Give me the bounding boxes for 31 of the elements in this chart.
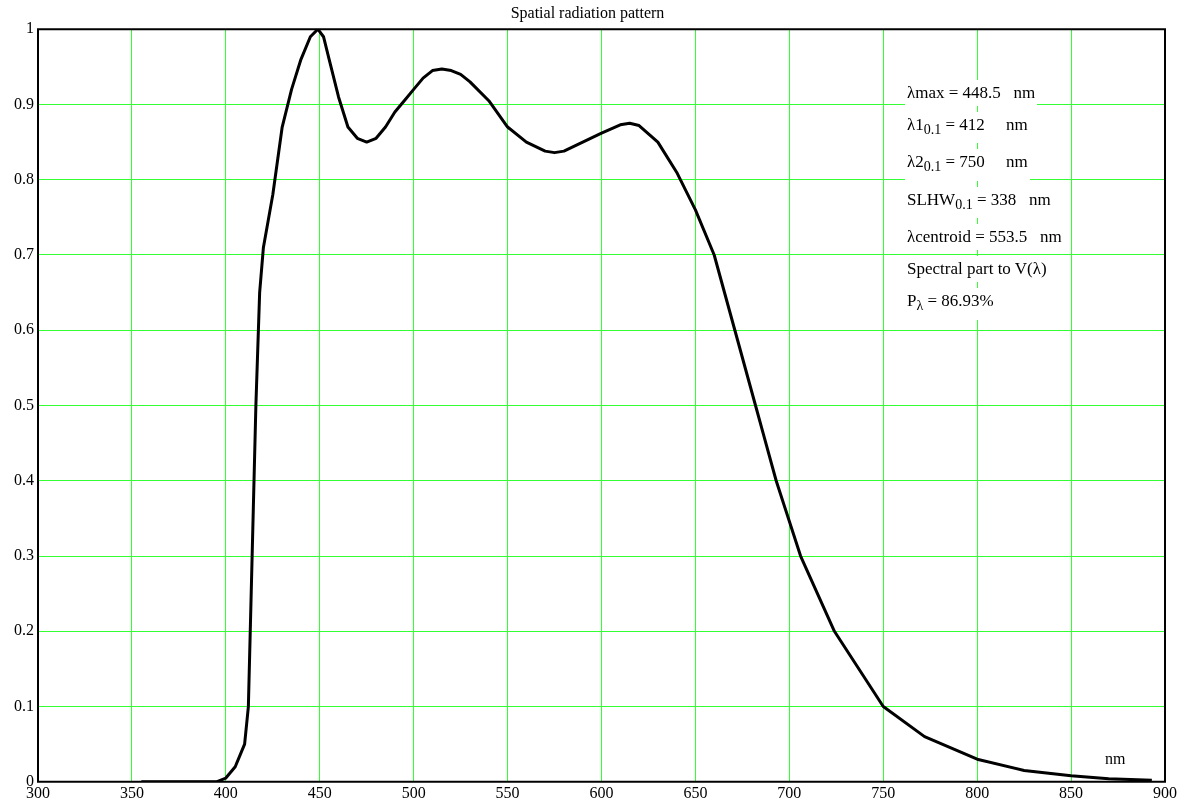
x-tick-label: 800 [965, 783, 990, 801]
y-tick-label: 0.1 [14, 696, 34, 714]
annotation: SLHW$_{0.1}$ = 338 nm [905, 186, 1053, 219]
x-tick-label: 350 [119, 783, 144, 801]
x-tick-label: 500 [401, 783, 426, 801]
annotation: λ2$_{0.1}$ = 750 nm [905, 149, 1030, 181]
x-tick-label: 900 [1153, 783, 1177, 801]
annotation: λmax = 448.5 nm [905, 80, 1038, 106]
annotation: λ1$_{0.1}$ = 412 nm [905, 112, 1030, 144]
chart-title: Spatial radiation pattern [510, 3, 665, 22]
y-tick-label: 0.7 [14, 245, 34, 263]
x-tick-label: 850 [1059, 783, 1084, 801]
y-tick-label: 0.4 [14, 470, 34, 488]
y-tick-label: 0.3 [14, 546, 34, 564]
x-tick-label: 650 [683, 783, 708, 801]
x-tick-label: 600 [589, 783, 614, 801]
x-tick-label: 750 [871, 783, 896, 801]
y-tick-label: 0.2 [14, 621, 34, 639]
x-tick-label: 400 [213, 783, 238, 801]
x-axis-title: nm [1105, 749, 1126, 768]
annotation: P$_{λ}$ = 86.93% [905, 288, 996, 320]
y-tick-label: 0.8 [14, 169, 34, 187]
annotation: Spectral part to V(λ) [905, 256, 1049, 283]
x-tick-label: 550 [495, 783, 520, 801]
x-tick-label: 700 [777, 783, 802, 801]
x-tick-label: 450 [307, 783, 332, 801]
y-tick-label: 1 [26, 19, 34, 37]
y-tick-label: 0.6 [14, 320, 34, 338]
y-tick-label: 0.5 [14, 395, 34, 413]
y-tick-label: 0.9 [14, 94, 34, 112]
annotation: λcentroid = 553.5 nm [905, 224, 1064, 251]
